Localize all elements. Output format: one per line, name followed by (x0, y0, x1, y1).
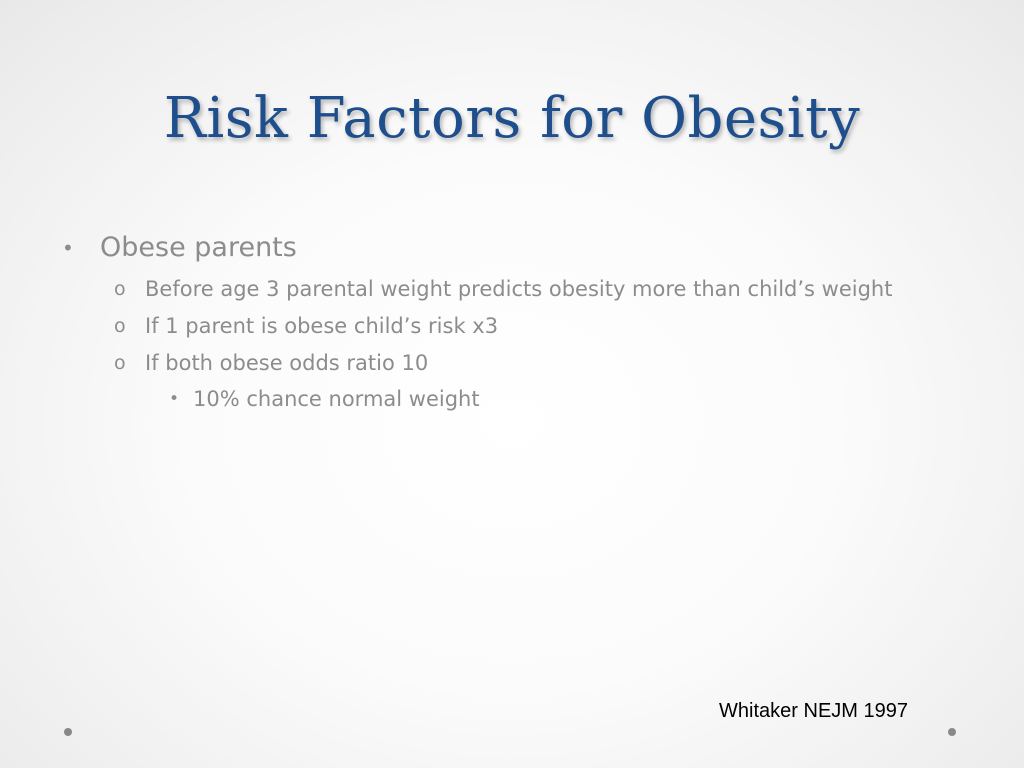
bullet-text: Obese parents (100, 232, 297, 263)
corner-dot-left (64, 728, 72, 736)
sub-bullet-item: o If both obese odds ratio 10 (114, 348, 940, 379)
sub-bullet-text: If both obese odds ratio 10 (145, 351, 429, 375)
bullet-list: • Obese parents o Before age 3 parental … (62, 228, 962, 415)
sub-bullet-item: o Before age 3 parental weight predicts … (114, 274, 940, 305)
sub-bullet-marker: o (114, 352, 126, 374)
bullet-item-obese-parents: • Obese parents (62, 228, 962, 268)
slide-title: Risk Factors for Obesity (163, 86, 861, 151)
sub-bullet-text: If 1 parent is obese child’s risk x3 (145, 314, 499, 338)
corner-dot-right (948, 728, 956, 736)
bullet-marker: • (62, 236, 74, 260)
sub-sub-bullet-text: 10% chance normal weight (193, 387, 480, 411)
citation: Whitaker NEJM 1997 (719, 700, 908, 722)
sub-bullet-item: o If 1 parent is obese child’s risk x3 (114, 311, 940, 342)
sub-bullet-marker: o (114, 315, 126, 337)
sub-sub-bullet-item: • 10% chance normal weight (165, 384, 962, 415)
sub-bullet-text: Before age 3 parental weight predicts ob… (145, 277, 893, 301)
sub-sub-bullet-marker: • (169, 389, 180, 409)
sub-bullet-marker: o (114, 278, 126, 300)
